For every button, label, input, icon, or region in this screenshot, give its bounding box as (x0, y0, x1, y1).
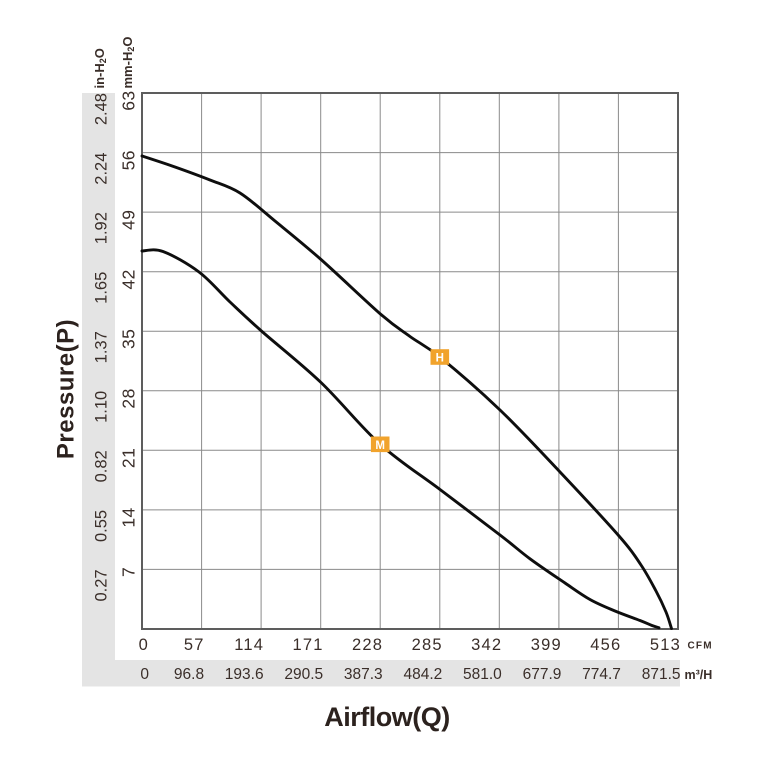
svg-text:1.37: 1.37 (93, 331, 111, 363)
svg-text:m³/H: m³/H (685, 668, 713, 682)
svg-text:CFM: CFM (688, 641, 713, 652)
svg-text:0.55: 0.55 (93, 510, 111, 542)
svg-text:49: 49 (119, 210, 139, 230)
svg-text:in-H2O: in-H2O (92, 48, 108, 88)
svg-text:484.2: 484.2 (404, 666, 443, 683)
svg-text:0: 0 (140, 666, 149, 683)
svg-text:0: 0 (139, 636, 149, 654)
svg-text:21: 21 (119, 448, 139, 468)
svg-text:42: 42 (119, 269, 139, 289)
svg-text:1.10: 1.10 (93, 391, 111, 423)
svg-text:28: 28 (119, 388, 139, 408)
svg-text:35: 35 (119, 329, 139, 349)
svg-text:193.6: 193.6 (225, 666, 264, 683)
svg-text:581.0: 581.0 (463, 666, 502, 683)
svg-text:57: 57 (184, 636, 205, 654)
svg-text:56: 56 (119, 150, 139, 170)
svg-text:7: 7 (119, 567, 139, 577)
svg-text:2.24: 2.24 (93, 153, 111, 185)
svg-text:387.3: 387.3 (344, 666, 383, 683)
svg-text:1.65: 1.65 (93, 272, 111, 304)
svg-text:0.27: 0.27 (93, 569, 111, 601)
svg-text:M: M (375, 440, 385, 452)
svg-text:171: 171 (293, 636, 324, 654)
svg-text:96.8: 96.8 (174, 666, 204, 683)
svg-text:285: 285 (412, 636, 443, 654)
svg-text:399: 399 (531, 636, 562, 654)
svg-text:513: 513 (650, 636, 681, 654)
svg-text:Airflow(Q): Airflow(Q) (324, 702, 449, 732)
svg-text:342: 342 (471, 636, 502, 654)
svg-text:228: 228 (352, 636, 383, 654)
svg-text:114: 114 (234, 636, 264, 654)
svg-text:456: 456 (590, 636, 621, 654)
svg-text:H: H (436, 353, 444, 365)
svg-text:mm-H2O: mm-H2O (120, 37, 136, 89)
svg-text:14: 14 (119, 507, 139, 527)
svg-text:0.82: 0.82 (93, 450, 111, 482)
svg-text:677.9: 677.9 (523, 666, 562, 683)
svg-text:290.5: 290.5 (284, 666, 323, 683)
svg-text:774.7: 774.7 (582, 666, 621, 683)
svg-text:Pressure(P): Pressure(P) (53, 319, 80, 459)
svg-text:2.48: 2.48 (93, 93, 111, 125)
svg-text:871.5: 871.5 (642, 666, 681, 683)
svg-text:63: 63 (119, 91, 139, 111)
svg-text:1.92: 1.92 (93, 212, 111, 244)
